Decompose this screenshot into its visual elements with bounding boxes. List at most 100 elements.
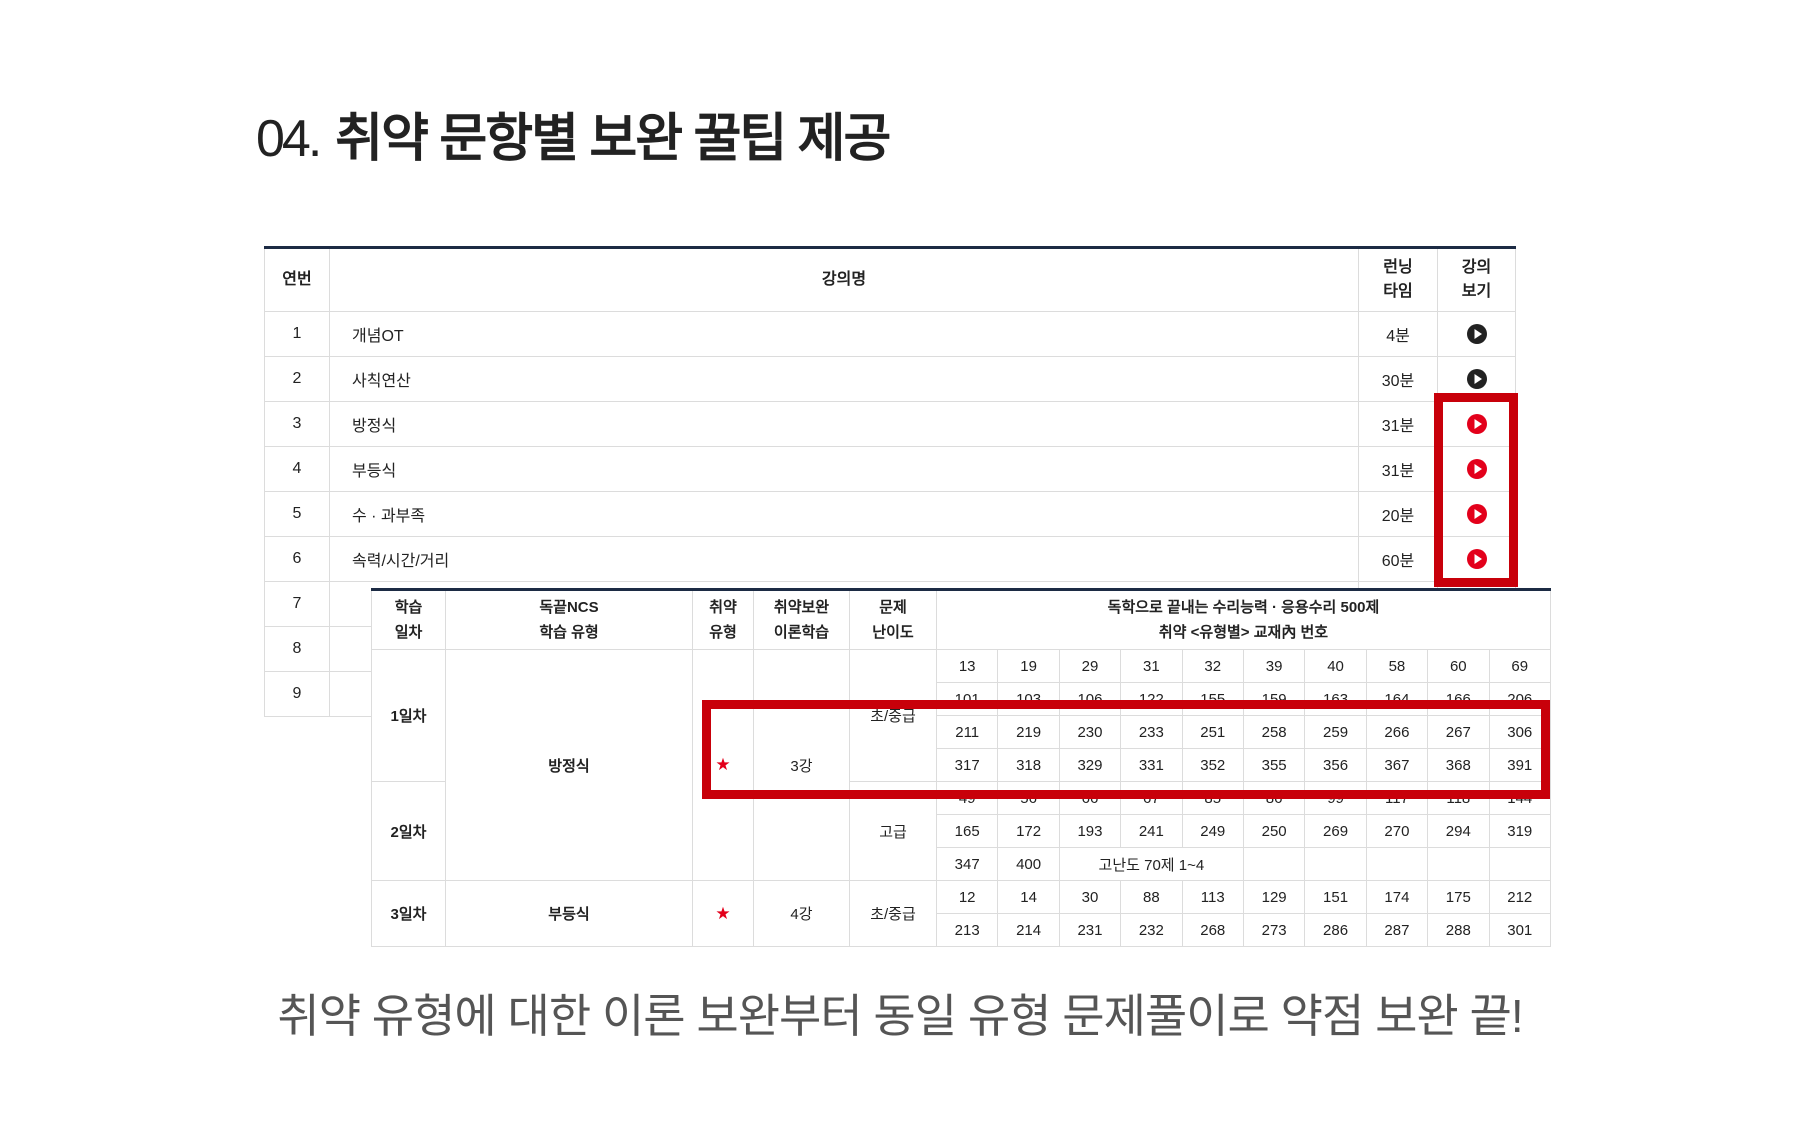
lecture-number: 4 <box>264 446 330 492</box>
weak-mark: ★ <box>692 649 754 881</box>
column-header: 독학으로 끝내는 수리능력 · 응용수리 500제 취약 <유형별> 교재內 번호 <box>936 589 1551 650</box>
play-button[interactable] <box>1466 413 1488 435</box>
problem-number: 270 <box>1365 814 1429 848</box>
problem-number: 317 <box>935 748 999 782</box>
lecture-name: 방정식 <box>329 401 1359 447</box>
problem-number: 60 <box>1427 649 1490 683</box>
play-button[interactable] <box>1466 368 1488 390</box>
problem-number: 352 <box>1181 748 1244 782</box>
header-line: 런닝 <box>1383 259 1413 276</box>
problem-number: 32 <box>1181 649 1244 683</box>
problem-number: 251 <box>1181 715 1244 749</box>
problem-number: 347 <box>935 847 999 881</box>
lecture-number: 5 <box>264 491 330 537</box>
problem-number: 29 <box>1058 649 1122 683</box>
problem-number: 13 <box>935 649 999 683</box>
problem-number: 241 <box>1120 814 1183 848</box>
caption: 취약 유형에 대한 이론 보완부터 동일 유형 문제풀이로 약점 보완 끝! <box>277 990 1523 1042</box>
plan-row: 317 318 329 331 352 355 356 367 368 391 <box>372 748 1552 782</box>
plan-row: 1일차 방정식 ★ 3강 초/중급 13 19 29 31 32 39 40 58 60 69 <box>371 649 1552 881</box>
lecture-name: 부등식 <box>329 446 1359 492</box>
header-line: 강의명 <box>821 271 867 288</box>
lecture-number: 8 <box>264 626 330 672</box>
lecture-row: 4 부등식 31분 <box>264 446 1516 492</box>
play-triangle <box>1474 419 1482 429</box>
column-header: 취약 유형 <box>692 589 754 650</box>
section-heading: 취약 문항별 보완 꿀팁 제공 <box>335 110 891 168</box>
play-button[interactable] <box>1466 548 1488 570</box>
problem-number: 269 <box>1304 814 1367 848</box>
lecture-name: 사칙연산 <box>329 356 1359 402</box>
problem-number: 101 <box>935 682 999 716</box>
problem-number: 129 <box>1242 880 1306 914</box>
empty-cell <box>1365 847 1429 881</box>
problem-number: 122 <box>1120 682 1183 716</box>
plan-table-wrap: 학습 일차 독끝NCS 학습 유형 취약 유형 취약보완 이론학습 문제 난이도 독학으로 끝내는 … <box>371 588 1553 949</box>
problem-number: 103 <box>997 682 1060 716</box>
plan-row: 347 400 고난도 70제 1~4 <box>372 847 1552 881</box>
lecture-time: 4분 <box>1358 311 1438 357</box>
problem-number: 331 <box>1120 748 1183 782</box>
lecture-time: 60분 <box>1358 536 1438 582</box>
header-line: 타임 <box>1383 283 1413 300</box>
play-triangle <box>1474 509 1482 519</box>
problem-number: 66 <box>1058 781 1122 815</box>
lecture-name: 속력/시간/거리 <box>329 536 1359 582</box>
play-button[interactable] <box>1466 503 1488 525</box>
problem-number: 14 <box>997 880 1060 914</box>
problem-number: 294 <box>1427 814 1490 848</box>
lecture-name: 수 · 과부족 <box>329 491 1359 537</box>
problem-number: 400 <box>997 847 1060 881</box>
problem-number: 306 <box>1488 715 1552 749</box>
problem-number: 329 <box>1058 748 1122 782</box>
header-line: 문제 <box>879 599 907 616</box>
problem-number: 166 <box>1427 682 1490 716</box>
problem-number: 212 <box>1488 880 1552 914</box>
difficulty: 초/중급 <box>849 880 937 947</box>
problem-number: 163 <box>1304 682 1367 716</box>
header-line: 취약 <유형별> 교재內 번호 <box>1158 624 1329 641</box>
lecture-row: 6 속력/시간/거리 60분 <box>264 536 1516 582</box>
header-row: 학습 일차 독끝NCS 학습 유형 취약 유형 취약보완 이론학습 문제 난이도 독학으로 끝내는 … <box>371 589 1551 650</box>
lecture-time: 30분 <box>1358 356 1438 402</box>
problem-number: 355 <box>1242 748 1306 782</box>
problem-number: 286 <box>1304 913 1367 947</box>
problem-number: 113 <box>1181 880 1244 914</box>
header-line: 보기 <box>1461 283 1492 300</box>
problem-number: 39 <box>1242 649 1306 683</box>
problem-number: 159 <box>1242 682 1306 716</box>
problem-number: 175 <box>1427 880 1490 914</box>
play-triangle <box>1474 554 1482 564</box>
problem-number: 287 <box>1365 913 1429 947</box>
empty-cell <box>1242 847 1306 881</box>
problem-number: 49 <box>935 781 999 815</box>
problem-number: 85 <box>1181 781 1244 815</box>
lecture-row: 1 개념OT 4분 <box>264 311 1516 357</box>
study-day: 2일차 <box>371 781 446 881</box>
problem-number: 164 <box>1365 682 1429 716</box>
empty-cell <box>1488 847 1552 881</box>
problem-number: 174 <box>1365 880 1429 914</box>
lecture-play-cell <box>1437 311 1516 357</box>
problem-number: 193 <box>1058 814 1122 848</box>
problem-number: 232 <box>1120 913 1183 947</box>
weak-mark: ★ <box>692 880 754 947</box>
study-type: 방정식 <box>445 649 693 881</box>
header-line: 독끝NCS <box>539 599 599 616</box>
header-line: 학습 유형 <box>539 624 599 641</box>
header-row: 연번 강의명 런닝 타임 강의 보기 <box>264 247 1516 312</box>
lecture-play-cell <box>1437 401 1516 447</box>
play-button[interactable] <box>1466 458 1488 480</box>
problem-number: 273 <box>1242 913 1306 947</box>
problem-number: 250 <box>1242 814 1306 848</box>
problem-number: 69 <box>1488 649 1552 683</box>
problem-number: 151 <box>1304 880 1367 914</box>
play-button[interactable] <box>1466 323 1488 345</box>
plan-row: 3일차 부등식 ★ 4강 초/중급 12 14 30 88 113 129 151 174 175 212 <box>371 880 1552 947</box>
header-line: 난이도 <box>872 624 914 641</box>
problem-number: 117 <box>1365 781 1429 815</box>
problem-number: 319 <box>1488 814 1552 848</box>
problem-number: 391 <box>1488 748 1552 782</box>
plan-row: 211 219 230 233 251 258 259 266 267 306 <box>372 715 1552 749</box>
header-line: 취약 <box>709 599 737 616</box>
